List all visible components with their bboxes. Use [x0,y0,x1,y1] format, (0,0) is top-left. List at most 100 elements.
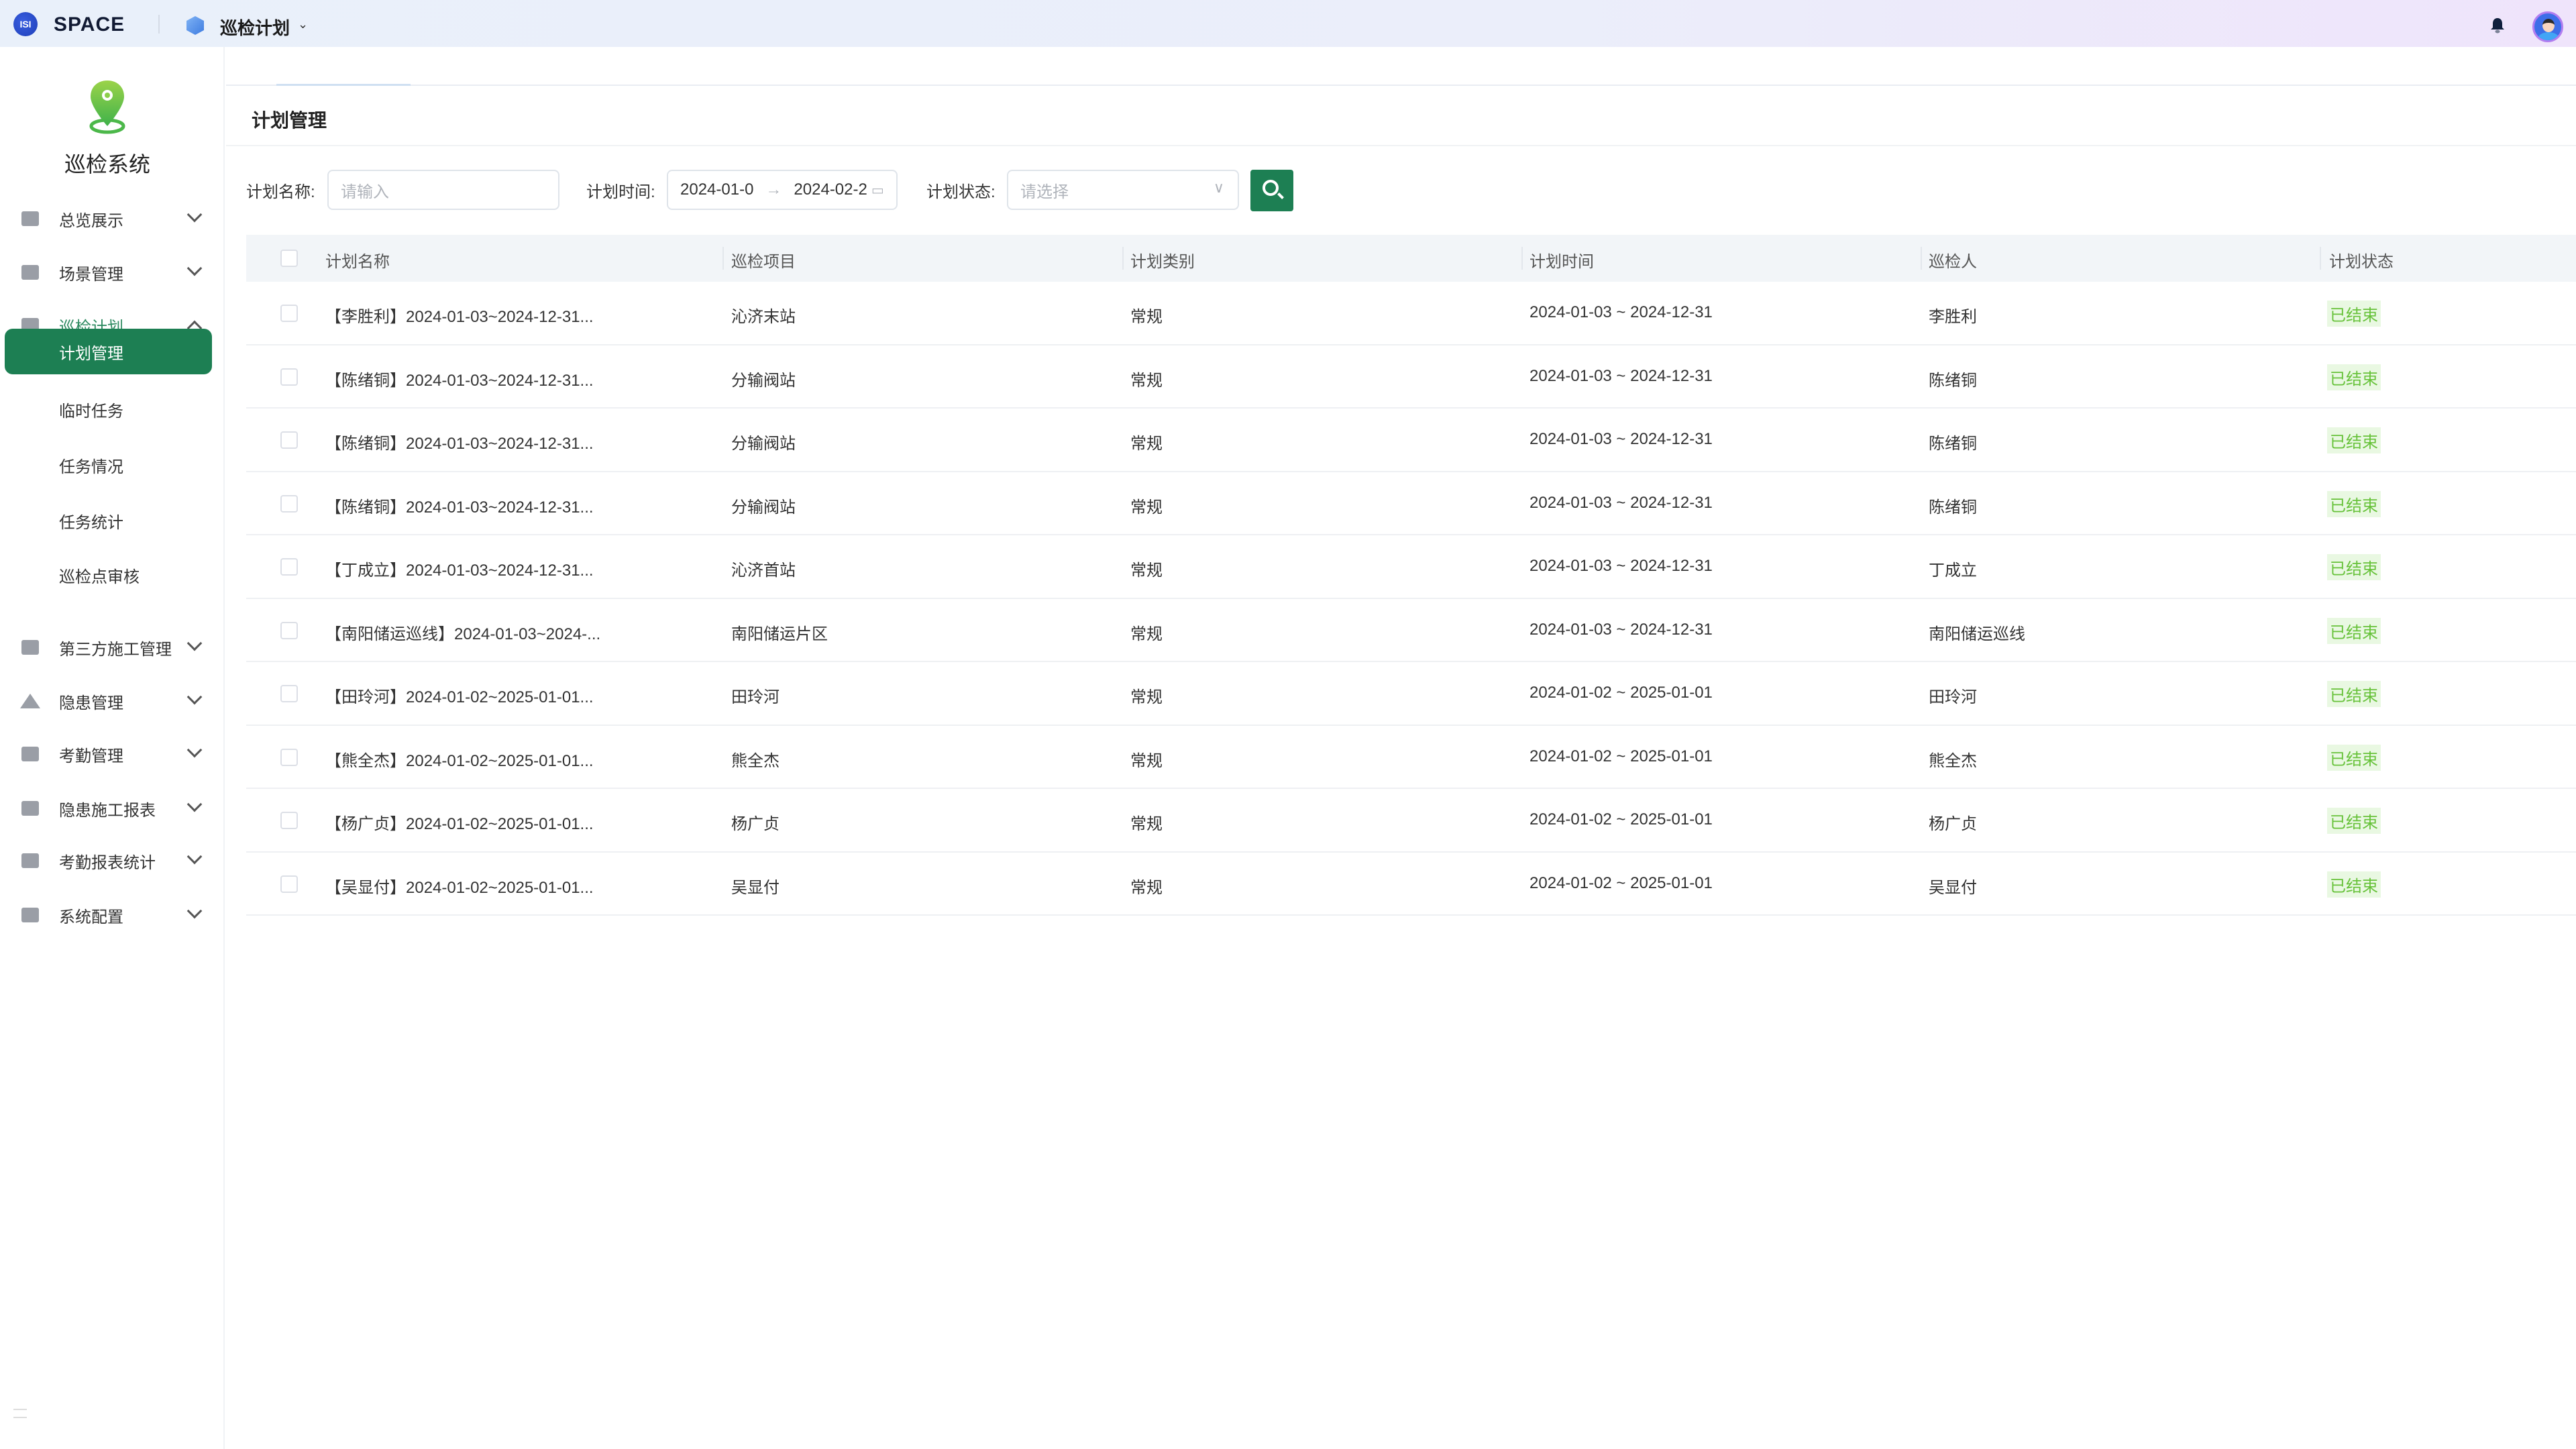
table-row[interactable]: 【田玲河】2024-01-02~2025-01-01... 田玲河 常规 2024-0… [246,662,2576,726]
sidebar-item[interactable]: 场景管理 [0,251,225,294]
end-date[interactable]: 2024-02-2 [794,180,867,199]
sidebar-subitem[interactable]: 任务统计 [5,498,212,543]
table-row[interactable]: 【南阳储运巡线】2024-01-03~2024-... 南阳储运片区 常规 2024-… [246,599,2576,662]
column-header[interactable]: 巡检项目 [731,253,796,271]
column-header[interactable]: 巡检人 [1929,253,1977,271]
row-checkbox[interactable] [280,305,298,322]
sidebar-subitem[interactable]: 计划管理 [5,329,212,374]
row-checkbox[interactable] [280,368,298,386]
sliders-icon [21,908,39,922]
location-pin-icon [89,80,125,134]
chevron-down-icon[interactable] [186,689,203,705]
sidebar-item[interactable]: 第三方施工管理 [0,626,225,669]
avatar[interactable] [2532,11,2563,42]
table-row[interactable]: 【杨广贞】2024-01-02~2025-01-01... 杨广贞 常规 2024-0… [246,789,2576,853]
table-row[interactable]: 【陈绪铜】2024-01-03~2024-12-31... 分输阀站 常规 2024-… [246,409,2576,472]
collapse-sidebar-icon[interactable] [13,1409,27,1418]
row-checkbox[interactable] [280,621,298,639]
table-row[interactable]: 【熊全杰】2024-01-02~2025-01-01... 熊全杰 常规 2024-0… [246,726,2576,789]
space-logo-icon[interactable]: ISI [13,12,38,36]
system-name: 巡检系统 [64,152,150,176]
status-badge: 已结束 [2327,681,2381,707]
range-arrow: → [765,180,782,199]
chevron-down-icon[interactable] [186,742,203,758]
tab-strip [226,47,2576,86]
inspector-cell: 陈绪铜 [1929,371,1977,390]
column-header[interactable]: 计划名称 [325,253,390,271]
chevron-down-icon[interactable] [186,635,203,651]
sidebar-item[interactable]: 总览展示 [0,197,225,240]
column-divider[interactable] [1921,247,1922,270]
sidebar-subitem-label: 临时任务 [59,402,123,421]
report-icon [21,801,39,816]
search-icon [1263,180,1279,196]
sidebar-subitem[interactable]: 巡检点审核 [5,552,212,598]
chevron-down-icon[interactable] [186,796,203,812]
column-divider[interactable] [1521,247,1523,270]
sidebar-item[interactable]: 隐患施工报表 [0,787,225,830]
sidebar-item[interactable]: 考勤报表统计 [0,839,225,882]
column-divider[interactable] [1122,247,1124,270]
row-checkbox[interactable] [280,812,298,829]
project-cell: 田玲河 [731,688,780,706]
table-row[interactable]: 【丁成立】2024-01-03~2024-12-31... 沁济首站 常规 2024-… [246,535,2576,599]
chevron-down-icon[interactable] [186,207,203,223]
row-checkbox[interactable] [280,685,298,702]
sidebar-subitem[interactable]: 任务情况 [5,442,212,488]
sidebar-subitem[interactable]: 临时任务 [5,386,212,432]
category-cell: 常规 [1130,561,1163,580]
project-cell: 沁济末站 [731,308,796,326]
divider [158,15,160,34]
bell-icon[interactable] [2490,17,2505,34]
row-checkbox[interactable] [280,875,298,893]
table-row[interactable]: 【陈绪铜】2024-01-03~2024-12-31... 分输阀站 常规 2024-… [246,472,2576,535]
project-cell: 杨广贞 [731,815,780,833]
page-title: 计划管理 [252,110,327,131]
category-cell: 常规 [1130,625,1163,643]
sidebar-item[interactable]: 系统配置 [0,894,225,936]
row-checkbox[interactable] [280,748,298,766]
plan-name-cell: 【南阳储运巡线】2024-01-03~2024-... [325,625,601,643]
chevron-down-icon[interactable]: ⌄ [298,17,309,31]
table-row[interactable]: 【陈绪铜】2024-01-03~2024-12-31... 分输阀站 常规 2024-… [246,345,2576,409]
row-checkbox[interactable] [280,431,298,449]
sidebar-item[interactable]: 隐患管理 [0,680,225,722]
calendar-check-icon [21,747,39,761]
plan-time-cell: 2024-01-02 ~ 2025-01-01 [1529,873,1713,892]
plan-name-cell: 【陈绪铜】2024-01-03~2024-12-31... [325,435,594,453]
sidebar-item-label: 场景管理 [59,265,123,284]
project-cell: 分输阀站 [731,435,796,453]
column-header[interactable]: 计划时间 [1529,253,1594,271]
chevron-down-icon[interactable] [186,849,203,865]
start-date[interactable]: 2024-01-0 [680,180,754,199]
search-button[interactable] [1250,170,1293,211]
sidebar-item-label: 第三方施工管理 [59,640,172,659]
table-row[interactable]: 【吴显付】2024-01-02~2025-01-01... 吴显付 常规 2024-0… [246,853,2576,916]
chevron-down-icon[interactable] [186,260,203,276]
plan-status-select[interactable]: 请选择 ∨ [1007,170,1239,210]
board-icon [21,640,39,655]
column-header[interactable]: 计划状态 [2329,253,2394,271]
sidebar-item[interactable]: 考勤管理 [0,733,225,775]
row-checkbox[interactable] [280,494,298,513]
status-badge: 已结束 [2327,808,2381,834]
tab-plan-management[interactable] [276,47,411,86]
sidebar: 巡检系统 总览展示 场景管理 巡检计划 计划管理 临时任务 任务情况 任务统计 巡检点审核 第三… [0,47,225,1449]
plan-time-cell: 2024-01-02 ~ 2025-01-01 [1529,747,1713,765]
project-cell: 分输阀站 [731,371,796,390]
column-divider[interactable] [722,247,724,270]
inspector-cell: 熊全杰 [1929,751,1977,770]
plan-name-input[interactable]: 请输入 [327,170,559,210]
table-row[interactable]: 【李胜利】2024-01-03~2024-12-31... 沁济末站 常规 2024-… [246,282,2576,345]
select-all-checkbox[interactable] [280,250,298,267]
calendar-icon[interactable]: ▭ [871,182,884,198]
plan-time-range-picker[interactable]: 2024-01-0 → 2024-02-2 ▭ [667,170,898,210]
column-header[interactable]: 计划类别 [1130,253,1195,271]
plan-name-cell: 【陈绪铜】2024-01-03~2024-12-31... [325,498,594,517]
row-checkbox[interactable] [280,558,298,576]
chevron-down-icon[interactable] [186,903,203,919]
column-divider[interactable] [2320,247,2321,270]
module-switcher[interactable]: 巡检计划 [220,18,290,38]
plan-name-label: 计划名称: [246,183,315,201]
project-cell: 分输阀站 [731,498,796,517]
